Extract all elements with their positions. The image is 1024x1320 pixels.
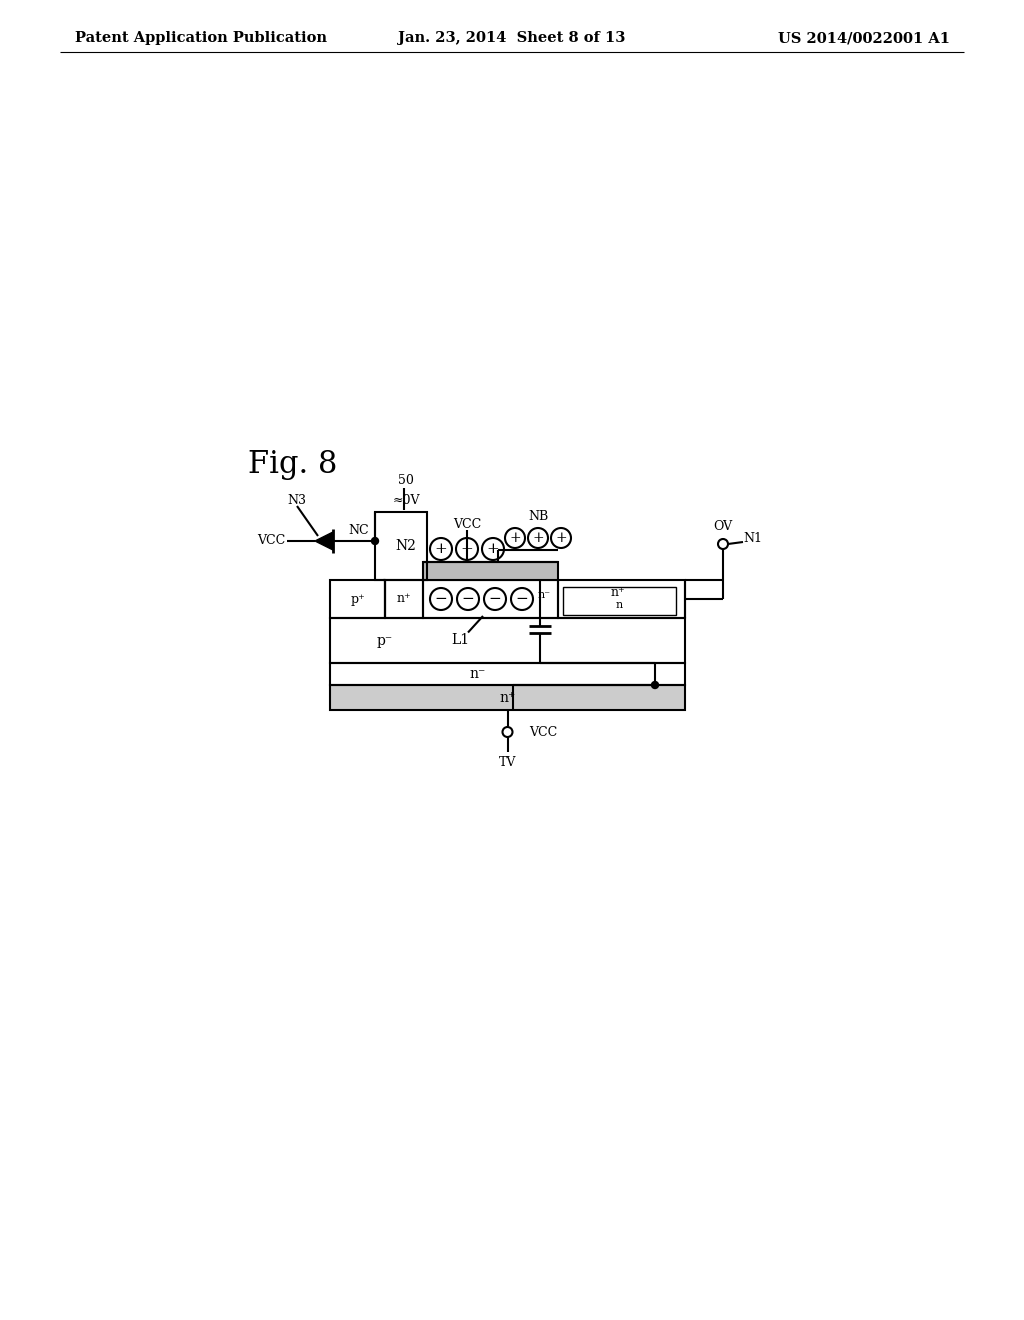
- Circle shape: [651, 681, 658, 689]
- Bar: [375, 512, 427, 579]
- Text: N2: N2: [395, 539, 417, 553]
- Text: n⁻: n⁻: [538, 590, 551, 601]
- Circle shape: [528, 528, 548, 548]
- Bar: [330, 618, 685, 663]
- Text: OV: OV: [714, 520, 732, 532]
- Text: n⁺: n⁺: [500, 690, 516, 705]
- Bar: [330, 663, 685, 685]
- Circle shape: [505, 528, 525, 548]
- Text: L1: L1: [451, 634, 469, 648]
- Circle shape: [503, 727, 512, 737]
- Text: n⁺: n⁺: [610, 586, 625, 599]
- Text: ≈0V: ≈0V: [392, 494, 420, 507]
- Bar: [563, 587, 676, 615]
- Bar: [423, 579, 558, 618]
- Bar: [330, 685, 685, 710]
- Text: NC: NC: [348, 524, 369, 536]
- Text: p⁺: p⁺: [350, 593, 365, 606]
- Text: −: −: [434, 591, 447, 606]
- Text: VCC: VCC: [529, 726, 558, 738]
- Circle shape: [551, 528, 571, 548]
- Text: 50: 50: [398, 474, 414, 487]
- Text: +: +: [532, 531, 544, 545]
- Text: +: +: [509, 531, 521, 545]
- Circle shape: [511, 587, 534, 610]
- Circle shape: [457, 587, 479, 610]
- Circle shape: [430, 539, 452, 560]
- Bar: [385, 579, 423, 618]
- Bar: [423, 562, 558, 579]
- Text: N3: N3: [288, 494, 306, 507]
- Text: TV: TV: [499, 755, 516, 768]
- Circle shape: [430, 587, 452, 610]
- Text: Jan. 23, 2014  Sheet 8 of 13: Jan. 23, 2014 Sheet 8 of 13: [398, 30, 626, 45]
- Text: US 2014/0022001 A1: US 2014/0022001 A1: [778, 30, 950, 45]
- Text: VCC: VCC: [257, 535, 285, 548]
- Text: VCC: VCC: [453, 517, 481, 531]
- Text: −: −: [462, 591, 474, 606]
- Text: Patent Application Publication: Patent Application Publication: [75, 30, 327, 45]
- Bar: [330, 579, 385, 618]
- Text: n: n: [615, 601, 624, 610]
- Text: n⁺: n⁺: [396, 593, 412, 606]
- Text: −: −: [516, 591, 528, 606]
- Circle shape: [456, 539, 478, 560]
- Text: n⁻: n⁻: [469, 667, 485, 681]
- Text: Fig. 8: Fig. 8: [248, 450, 337, 480]
- Text: p⁻: p⁻: [377, 634, 393, 648]
- Text: +: +: [486, 543, 500, 556]
- Text: −: −: [488, 591, 502, 606]
- Bar: [558, 579, 685, 618]
- Text: +: +: [434, 543, 447, 556]
- Text: +: +: [555, 531, 567, 545]
- Text: +: +: [461, 543, 473, 556]
- Circle shape: [482, 539, 504, 560]
- Polygon shape: [315, 532, 333, 550]
- Text: N1: N1: [743, 532, 763, 545]
- Circle shape: [372, 537, 379, 544]
- Circle shape: [484, 587, 506, 610]
- Circle shape: [718, 539, 728, 549]
- Text: NB: NB: [528, 510, 548, 523]
